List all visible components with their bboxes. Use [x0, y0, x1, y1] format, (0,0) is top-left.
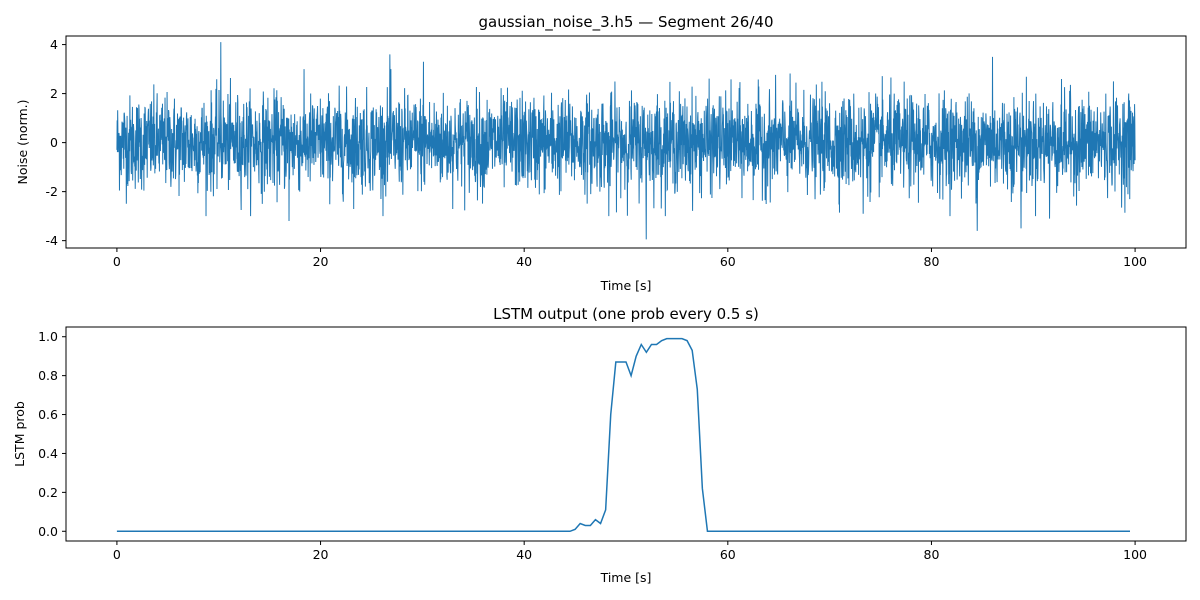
- lstm-y-tick-label: 0.8: [38, 368, 58, 383]
- lstm-x-tick-label: 0: [113, 547, 121, 562]
- noise-y-tick-label: -4: [46, 233, 59, 248]
- noise-panel: gaussian_noise_3.h5 — Segment 26/40 0 20 4…: [15, 13, 1187, 293]
- lstm-y-tick-label: 0.2: [38, 485, 58, 500]
- noise-x-tick-label: 20: [313, 254, 329, 269]
- lstm-x-tick-label: 40: [516, 547, 532, 562]
- noise-x-tick-label: 80: [924, 254, 940, 269]
- lstm-x-tick-label: 80: [924, 547, 940, 562]
- noise-y-tick-label: 2: [50, 86, 58, 101]
- lstm-y-tick-label: 0.6: [38, 407, 58, 422]
- lstm-y-axis-label: LSTM prob: [12, 401, 27, 467]
- lstm-series-line: [116, 337, 1130, 533]
- noise-x-tick-label: 60: [720, 254, 736, 269]
- lstm-panel: LSTM output (one prob every 0.5 s) 0 20 40…: [12, 305, 1187, 585]
- lstm-x-axis-label: Time [s]: [600, 570, 652, 585]
- noise-y-tick-label: -2: [46, 184, 58, 199]
- lstm-y-tick-label: 1.0: [38, 329, 58, 344]
- lstm-x-tick-label: 100: [1123, 547, 1147, 562]
- noise-x-tick-label: 100: [1123, 254, 1147, 269]
- noise-chart-title: gaussian_noise_3.h5 — Segment 26/40: [478, 13, 773, 32]
- lstm-x-tick-label: 60: [720, 547, 736, 562]
- lstm-x-tick-label: 20: [313, 547, 329, 562]
- noise-axes-frame: [65, 35, 1187, 249]
- lstm-ticks: 0 20 40 60 80 100 0.0 0.2 0.4 0.6 0.8 1.0: [38, 329, 1147, 562]
- lstm-axes-frame: [65, 326, 1187, 542]
- noise-ticks: 0 20 40 60 80 100 -4 -2 0 2 4: [46, 37, 1148, 269]
- noise-y-tick-label: 0: [50, 135, 58, 150]
- lstm-chart-title: LSTM output (one prob every 0.5 s): [493, 305, 759, 323]
- lstm-y-tick-label: 0.4: [38, 446, 58, 461]
- noise-x-axis-label: Time [s]: [600, 278, 652, 293]
- noise-x-tick-label: 40: [516, 254, 532, 269]
- noise-y-axis-label: Noise (norm.): [15, 99, 30, 184]
- noise-x-tick-label: 0: [113, 254, 121, 269]
- lstm-y-tick-label: 0.0: [38, 524, 58, 539]
- noise-series-line: [116, 42, 1136, 240]
- noise-y-tick-label: 4: [50, 37, 58, 52]
